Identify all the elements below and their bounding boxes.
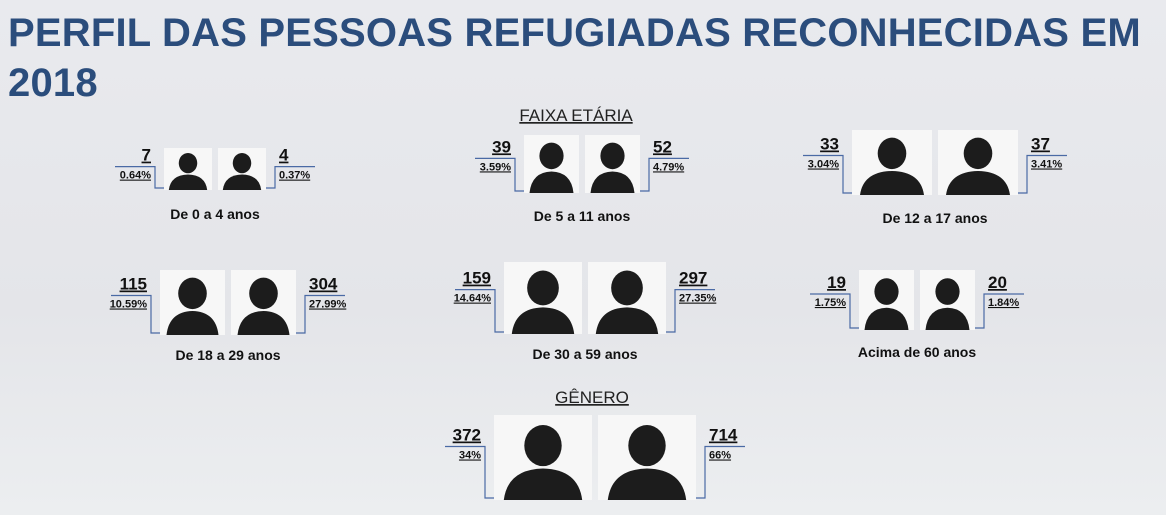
percent: 1.84%: [988, 297, 1019, 309]
person-icon-body: [946, 170, 1010, 195]
percent: 0.64%: [120, 170, 151, 182]
person-icon-body: [864, 307, 909, 330]
person-icon-head: [232, 152, 252, 174]
count: 20: [988, 273, 1007, 292]
connector: [640, 157, 689, 192]
person-icon-body: [590, 171, 635, 193]
count: 33: [820, 135, 839, 154]
percent: 34%: [459, 450, 481, 462]
count: 159: [463, 269, 491, 288]
connector: [666, 289, 715, 333]
connector: [455, 289, 504, 333]
person-icon-head: [877, 137, 907, 170]
percent: 66%: [709, 450, 731, 462]
count: 372: [453, 426, 481, 445]
count: 304: [309, 275, 338, 294]
person-icon-body: [925, 307, 970, 330]
age-label: De 12 a 17 anos: [882, 210, 987, 226]
percent: 1.75%: [815, 297, 846, 309]
person-icon-body: [607, 468, 687, 500]
percent: 27.35%: [679, 293, 717, 305]
person-icon-head: [249, 277, 278, 310]
count: 297: [679, 269, 707, 288]
count: 39: [492, 137, 511, 156]
section-heading: FAIXA ETÁRIA: [519, 106, 633, 125]
connector: [445, 445, 494, 499]
person-icon-head: [527, 270, 559, 306]
person-icon-body: [529, 171, 574, 193]
person-icon-body: [168, 174, 208, 190]
person-icon-head: [628, 425, 666, 467]
count: 7: [142, 146, 151, 165]
connector: [696, 445, 745, 499]
count: 37: [1031, 135, 1050, 154]
percent: 4.79%: [653, 161, 684, 173]
connector: [296, 294, 345, 334]
person-icon-body: [511, 307, 575, 334]
count: 4: [279, 146, 289, 165]
person-icon-head: [539, 142, 564, 170]
person-icon-body: [860, 170, 924, 195]
person-icon-head: [178, 152, 198, 174]
percent: 14.64%: [454, 293, 492, 305]
connector: [266, 166, 315, 189]
connector: [475, 157, 524, 192]
percent: 0.37%: [279, 170, 310, 182]
connector: [803, 154, 852, 194]
person-icon-head: [524, 425, 562, 467]
percent: 27.99%: [309, 299, 347, 311]
count: 115: [120, 275, 147, 294]
connector: [810, 293, 859, 329]
person-icon-body: [503, 468, 583, 500]
person-icon-head: [935, 278, 960, 305]
person-icon-head: [178, 277, 207, 310]
percent: 3.59%: [480, 161, 511, 173]
percent: 3.04%: [808, 159, 839, 171]
age-label: Acima de 60 anos: [858, 344, 976, 360]
connector: [975, 293, 1024, 329]
section-heading: GÊNERO: [555, 388, 629, 407]
person-icon-head: [600, 142, 625, 170]
person-icon-body: [237, 310, 290, 335]
person-icon-head: [611, 270, 643, 306]
connector: [115, 166, 164, 189]
person-icon-body: [166, 310, 219, 335]
count: 52: [653, 137, 672, 156]
age-label: De 18 a 29 anos: [175, 347, 280, 363]
connector: [111, 294, 160, 334]
age-label: De 30 a 59 anos: [532, 346, 637, 362]
count: 19: [827, 273, 846, 292]
person-icon-head: [874, 278, 899, 305]
person-icon-body: [222, 174, 262, 190]
person-icon-head: [963, 137, 993, 170]
connector: [1018, 154, 1067, 194]
percent: 10.59%: [110, 299, 148, 311]
page-title: PERFIL DAS PESSOAS REFUGIADAS RECONHECID…: [8, 11, 1141, 105]
age-label: De 5 a 11 anos: [534, 208, 631, 224]
person-icon-body: [595, 307, 659, 334]
percent: 3.41%: [1031, 159, 1062, 171]
age-label: De 0 a 4 anos: [170, 206, 260, 222]
count: 714: [709, 426, 738, 445]
